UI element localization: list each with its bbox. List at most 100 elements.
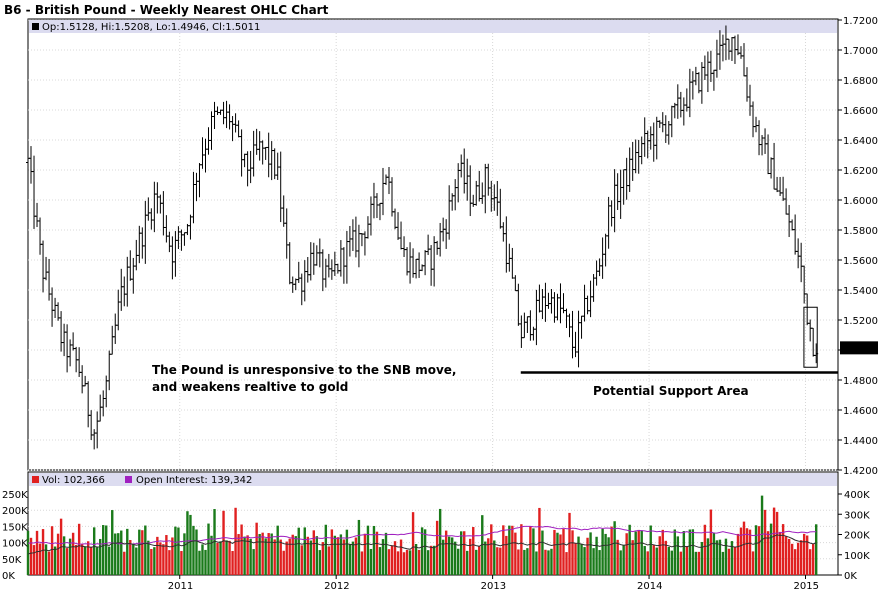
volume-bar (763, 509, 767, 575)
volume-bar (667, 546, 670, 575)
price-tick-label: 1.6800 (843, 76, 878, 87)
volume-bar (538, 507, 541, 575)
volume-bar (156, 536, 159, 575)
volume-bar (273, 539, 276, 575)
price-bars (26, 25, 819, 450)
volume-bar (114, 533, 117, 575)
volume-bar (610, 526, 613, 575)
price-legend-band (29, 20, 837, 33)
chart-title: B6 - British Pound - Weekly Nearest OHLC… (4, 3, 329, 17)
volume-tick-label: 50K (2, 555, 22, 566)
volume-bar (68, 538, 72, 575)
volume-bar (532, 528, 535, 575)
volume-bar (469, 538, 472, 575)
volume-bar (147, 540, 150, 575)
volume-bar (86, 541, 90, 575)
oi-tick-label: 200K (844, 531, 870, 542)
volume-bar (562, 528, 565, 575)
last-price-box (840, 341, 878, 355)
volume-bar (634, 531, 637, 575)
volume-bar (219, 541, 222, 575)
volume-bar (793, 549, 797, 575)
volume-bar (547, 550, 550, 575)
volume-bar (168, 550, 171, 575)
volume-bar (766, 531, 770, 575)
volume-bar (44, 544, 48, 575)
volume-bar (150, 548, 153, 575)
volume-bar (505, 535, 508, 575)
volume-bar (607, 537, 610, 575)
volume-bar (787, 538, 791, 575)
volume-bar (673, 529, 677, 575)
volume-bar (736, 533, 740, 575)
volume-bar (670, 550, 673, 575)
price-tick-label: 1.5400 (843, 286, 878, 297)
volume-bar (450, 537, 454, 575)
volume-bar (390, 545, 394, 575)
volume-bar (258, 534, 261, 575)
volume-tick-label: 0K (2, 571, 15, 582)
volume-bar (171, 537, 174, 575)
volume-bar (102, 525, 105, 575)
volume-bar (138, 529, 141, 575)
volume-bar (583, 547, 586, 575)
volume-bar (595, 536, 598, 575)
volume-bar (559, 534, 562, 575)
volume-bar (790, 543, 794, 575)
volume-bar (796, 542, 800, 575)
volume-bar (811, 544, 815, 575)
volume-bar (414, 544, 418, 575)
volume-bar (520, 524, 523, 575)
price-info-line: Op:1.5128, Hi:1.5208, Lo:1.4946, Cl:1.50… (42, 22, 260, 33)
volume-bar (369, 548, 373, 575)
volume-bar (432, 545, 436, 575)
volume-bar (342, 539, 346, 575)
volume-bar (294, 536, 297, 575)
volume-bar (523, 549, 526, 575)
volume-tick-label: 150K (2, 522, 28, 533)
volume-bar (372, 525, 376, 575)
price-tick-label: 1.7000 (843, 46, 878, 57)
volume-bar (99, 538, 102, 575)
volume-bar (261, 532, 264, 575)
volume-bar (435, 520, 439, 575)
volume-bar (550, 548, 553, 575)
volume-bar (676, 536, 680, 575)
volume-bar (339, 534, 343, 575)
volume-bar (192, 525, 195, 575)
volume-bar (117, 533, 120, 575)
volume-bar (279, 539, 282, 575)
volume-bar (144, 525, 147, 575)
volume-bar (589, 532, 592, 575)
oi-tick-label: 300K (844, 510, 870, 521)
volume-bar (89, 546, 93, 575)
oi-legend-text: Open Interest: 139,342 (136, 475, 252, 486)
volume-bar (330, 529, 334, 575)
volume-bar (745, 528, 749, 575)
volume-bar (453, 541, 457, 575)
volume-bar (664, 540, 667, 575)
volume-bar (712, 532, 716, 575)
volume-legend-text: Vol: 102,366 (42, 475, 105, 486)
volume-bar (508, 525, 511, 575)
volume-bar (685, 546, 689, 575)
volume-bar (703, 524, 707, 575)
volume-bar (616, 539, 619, 575)
price-tick-label: 1.6400 (843, 136, 878, 147)
oi-tick-label: 400K (844, 490, 870, 501)
volume-bar (228, 540, 231, 575)
volume-bar (387, 549, 391, 575)
volume-bar (655, 547, 658, 575)
price-tick-label: 1.4400 (843, 436, 878, 447)
volume-bar (490, 524, 493, 575)
volume-bar (652, 545, 655, 575)
volume-bar (772, 507, 776, 575)
volume-bar (399, 539, 403, 575)
volume-bar (177, 527, 180, 575)
volume-legend-swatch (32, 476, 39, 483)
volume-bar (225, 540, 228, 575)
price-tick-label: 1.7200 (843, 16, 878, 27)
volume-tick-label: 200K (2, 506, 28, 517)
volume-bar (321, 542, 325, 575)
volume-bar (709, 509, 713, 575)
